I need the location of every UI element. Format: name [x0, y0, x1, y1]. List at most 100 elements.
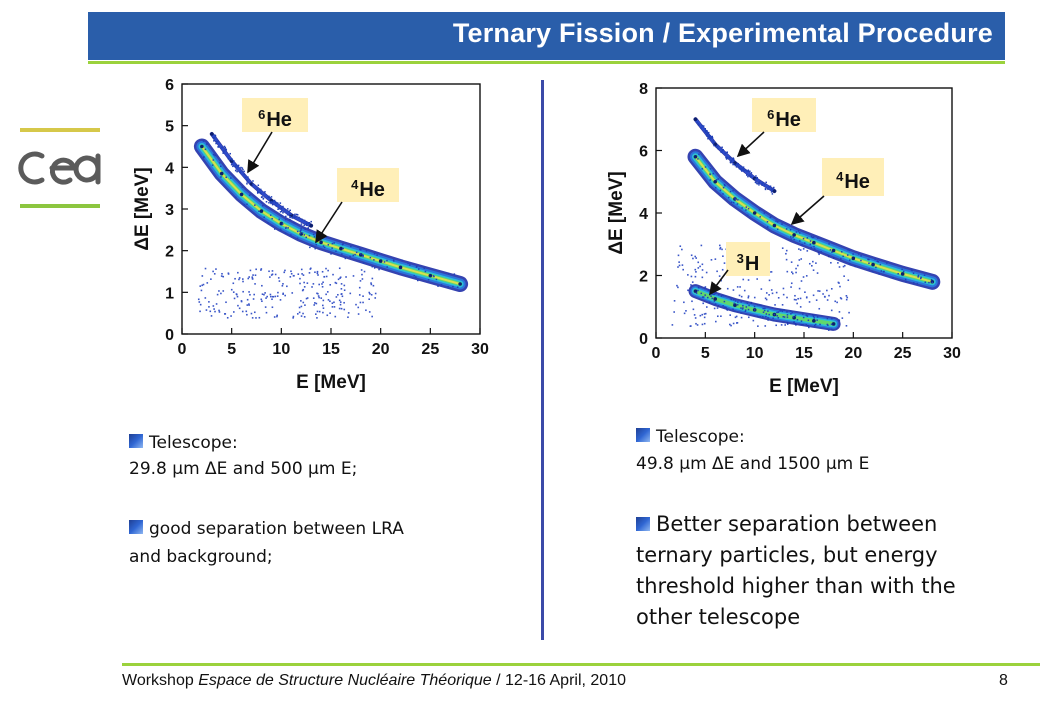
series-4he-scatter — [401, 259, 404, 262]
series-6he-scatter — [750, 172, 753, 174]
series-4he-scatter — [806, 237, 809, 239]
series-4he-scatter — [299, 230, 301, 233]
background-point — [368, 298, 370, 301]
background-point — [735, 315, 738, 318]
background-point — [837, 281, 840, 284]
background-point — [765, 298, 768, 301]
background-point — [360, 269, 363, 271]
y-tick-label: 5 — [165, 119, 174, 136]
series-4he-point — [378, 259, 383, 263]
series-4he-scatter — [290, 234, 292, 236]
background-point — [260, 269, 262, 271]
series-3h-scatter — [758, 304, 760, 306]
background-point — [705, 271, 708, 274]
series-6he-scatter — [767, 188, 769, 190]
background-point — [340, 288, 343, 290]
series-4he-scatter — [732, 190, 734, 192]
background-point — [815, 262, 817, 264]
background-point — [679, 245, 682, 248]
series-3h-scatter — [741, 308, 744, 310]
series-3h-scatter — [830, 323, 833, 325]
series-6he-scatter — [705, 134, 708, 136]
series-6he-scatter — [271, 203, 274, 206]
background-point — [248, 304, 250, 306]
series-6he-scatter — [763, 183, 766, 186]
series-3h-scatter — [702, 296, 705, 298]
series-6he-scatter — [732, 163, 734, 166]
series-4he-scatter — [407, 262, 409, 265]
series-4he-scatter — [917, 276, 919, 278]
background-point — [818, 307, 821, 310]
series-6he-scatter — [227, 157, 230, 160]
background-point — [199, 310, 201, 313]
x-axis-label: E [MeV] — [296, 372, 366, 393]
background-point — [692, 308, 695, 311]
background-point — [716, 307, 719, 309]
x-tick-label: 30 — [471, 341, 489, 358]
series-6he-scatter — [240, 166, 242, 169]
series-4he-scatter — [729, 190, 732, 193]
background-point — [199, 303, 202, 306]
background-point — [340, 307, 343, 310]
series-6he-scatter — [252, 180, 254, 182]
series-6he-scatter — [280, 207, 283, 210]
background-point — [311, 286, 313, 288]
series-4he-scatter — [709, 173, 711, 176]
series-3h-scatter — [740, 307, 742, 309]
series-6he-scatter — [246, 183, 248, 185]
series-6he-scatter — [726, 151, 728, 154]
background-point — [352, 275, 355, 277]
series-3h-scatter — [730, 298, 733, 301]
series-4he-scatter — [212, 159, 215, 161]
series-4he-scatter — [279, 228, 282, 231]
series-4he-point — [259, 209, 264, 213]
series-3h-scatter — [707, 289, 710, 292]
footer-text: Workshop Espace de Structure Nucléaire T… — [122, 672, 626, 689]
series-4he-scatter — [923, 274, 926, 276]
series-4he-scatter — [300, 228, 302, 230]
background-point — [302, 288, 305, 291]
series-6he-scatter — [260, 196, 263, 199]
background-point — [317, 292, 319, 295]
series-6he-scatter — [706, 132, 708, 134]
series-6he-scatter — [259, 192, 262, 195]
series-3h-scatter — [786, 311, 788, 313]
series-4he-point — [398, 265, 403, 270]
background-point — [255, 268, 257, 271]
series-4he-scatter — [747, 207, 750, 210]
series-3h-scatter — [710, 295, 712, 297]
background-point — [694, 268, 697, 271]
background-point — [302, 312, 304, 315]
series-6he-scatter — [305, 224, 308, 227]
background-point — [701, 269, 704, 271]
background-point — [697, 261, 700, 264]
background-point — [216, 293, 219, 296]
background-point — [238, 278, 240, 281]
series-6he-scatter — [748, 174, 751, 177]
series-6he-scatter — [711, 137, 714, 139]
background-point — [269, 276, 271, 278]
series-6he-scatter — [737, 162, 739, 165]
series-4he-scatter — [342, 247, 345, 250]
series-3h-scatter — [762, 307, 764, 310]
series-6he-scatter — [724, 152, 726, 155]
series-6he-scatter — [747, 169, 750, 171]
series-3h-scatter — [740, 312, 742, 314]
series-4he-scatter — [931, 281, 934, 284]
series-3h-scatter — [782, 315, 785, 318]
series-4he-scatter — [383, 261, 386, 263]
background-point — [318, 283, 320, 286]
series-3h-scatter — [816, 319, 818, 321]
background-point — [261, 284, 263, 287]
background-point — [277, 277, 280, 279]
series-4he-scatter — [886, 262, 888, 264]
series-4he-scatter — [301, 232, 304, 234]
series-6he-scatter — [732, 162, 735, 165]
series-4he-scatter — [745, 206, 748, 208]
series-3h-scatter — [773, 313, 776, 316]
series-3h-scatter — [722, 294, 725, 297]
background-point — [782, 293, 785, 296]
background-point — [797, 297, 799, 300]
series-4he-point — [772, 223, 777, 228]
series-4he-scatter — [452, 285, 454, 288]
